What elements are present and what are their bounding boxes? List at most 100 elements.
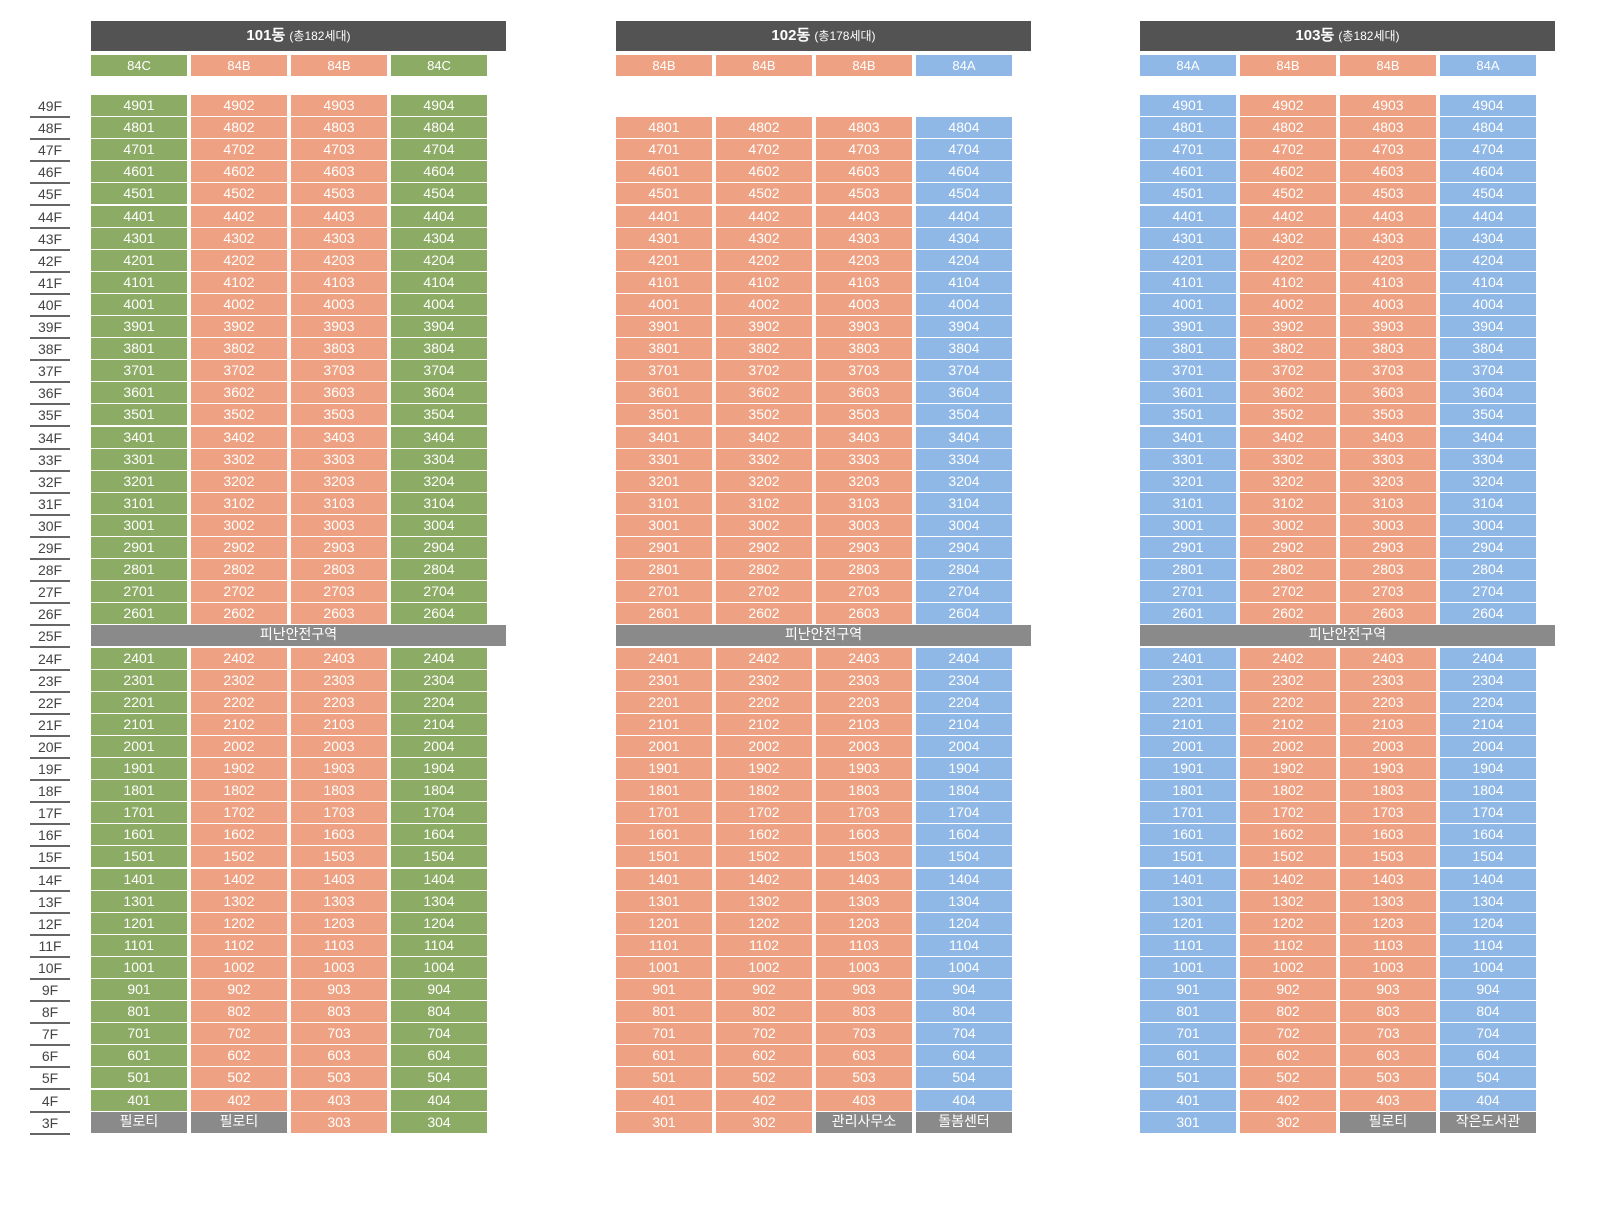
unit-cell: 4301 bbox=[91, 228, 187, 249]
unit-cell: 3803 bbox=[291, 338, 387, 359]
floor-label: 37F bbox=[30, 360, 70, 383]
unit-cell: 1504 bbox=[391, 846, 487, 867]
unit-cell: 2302 bbox=[191, 670, 287, 691]
unit-cell: 1202 bbox=[716, 913, 812, 934]
unit-cell: 801 bbox=[91, 1001, 187, 1022]
unit-cell: 904 bbox=[1440, 979, 1536, 1000]
unit-cell: 3304 bbox=[391, 449, 487, 470]
unit-cell: 1703 bbox=[816, 802, 912, 823]
unit-type-label: 84A bbox=[916, 55, 1012, 76]
refuge-zone: 피난안전구역 bbox=[1140, 625, 1555, 646]
facility-cell: 필로티 bbox=[191, 1112, 287, 1133]
unit-cell: 2101 bbox=[616, 714, 712, 735]
unit-cell: 4001 bbox=[616, 294, 712, 315]
unit-cell: 503 bbox=[816, 1067, 912, 1088]
unit-cell: 2202 bbox=[191, 692, 287, 713]
unit-cell: 4903 bbox=[291, 95, 387, 116]
unit-cell: 303 bbox=[291, 1112, 387, 1133]
unit-cell: 2003 bbox=[291, 736, 387, 757]
unit-cell: 2904 bbox=[391, 537, 487, 558]
unit-cell: 4501 bbox=[91, 183, 187, 204]
unit-cell: 501 bbox=[91, 1067, 187, 1088]
unit-cell: 1201 bbox=[91, 913, 187, 934]
unit-cell: 403 bbox=[1340, 1090, 1436, 1111]
floor-label: 17F bbox=[30, 802, 70, 825]
floor-label: 24F bbox=[30, 648, 70, 671]
unit-cell: 601 bbox=[616, 1045, 712, 1066]
unit-cell: 801 bbox=[1140, 1001, 1236, 1022]
unit-cell: 1003 bbox=[291, 957, 387, 978]
unit-cell: 3403 bbox=[291, 427, 387, 448]
floor-label: 26F bbox=[30, 603, 70, 626]
unit-cell: 702 bbox=[1240, 1023, 1336, 1044]
unit-cell: 3503 bbox=[291, 404, 387, 425]
unit-cell: 2602 bbox=[191, 603, 287, 624]
unit-cell: 1104 bbox=[1440, 935, 1536, 956]
unit-cell: 4304 bbox=[916, 228, 1012, 249]
unit-cell: 1604 bbox=[391, 824, 487, 845]
unit-type-label: 84C bbox=[91, 55, 187, 76]
unit-cell: 602 bbox=[191, 1045, 287, 1066]
unit-cell: 3004 bbox=[916, 515, 1012, 536]
unit-cell: 3203 bbox=[816, 471, 912, 492]
unit-cell: 2403 bbox=[816, 648, 912, 669]
unit-cell: 4404 bbox=[916, 206, 1012, 227]
unit-cell: 4403 bbox=[291, 206, 387, 227]
unit-cell: 1903 bbox=[291, 758, 387, 779]
unit-cell: 4201 bbox=[1140, 250, 1236, 271]
unit-cell: 3103 bbox=[291, 493, 387, 514]
unit-cell: 3601 bbox=[1140, 382, 1236, 403]
unit-cell: 3602 bbox=[191, 382, 287, 403]
floor-label: 48F bbox=[30, 117, 70, 140]
unit-cell: 3502 bbox=[191, 404, 287, 425]
unit-cell: 3704 bbox=[391, 360, 487, 381]
floor-label: 21F bbox=[30, 714, 70, 737]
unit-cell: 2404 bbox=[916, 648, 1012, 669]
unit-cell: 902 bbox=[716, 979, 812, 1000]
unit-cell: 3903 bbox=[816, 316, 912, 337]
unit-cell: 1503 bbox=[291, 846, 387, 867]
unit-cell: 1203 bbox=[291, 913, 387, 934]
unit-cell: 1002 bbox=[191, 957, 287, 978]
floor-label: 27F bbox=[30, 581, 70, 604]
unit-cell: 4001 bbox=[1140, 294, 1236, 315]
unit-cell: 2302 bbox=[1240, 670, 1336, 691]
unit-cell: 3301 bbox=[616, 449, 712, 470]
unit-cell: 2003 bbox=[816, 736, 912, 757]
unit-cell: 4904 bbox=[391, 95, 487, 116]
unit-cell: 4802 bbox=[1240, 117, 1336, 138]
unit-cell: 2201 bbox=[616, 692, 712, 713]
unit-cell: 2901 bbox=[616, 537, 712, 558]
unit-cell: 2304 bbox=[1440, 670, 1536, 691]
unit-cell: 3902 bbox=[716, 316, 812, 337]
unit-cell: 3204 bbox=[391, 471, 487, 492]
unit-cell: 2202 bbox=[716, 692, 812, 713]
unit-cell: 501 bbox=[616, 1067, 712, 1088]
unit-cell: 3702 bbox=[1240, 360, 1336, 381]
unit-cell: 4004 bbox=[916, 294, 1012, 315]
unit-cell: 401 bbox=[616, 1090, 712, 1111]
unit-cell: 4604 bbox=[1440, 161, 1536, 182]
unit-cell: 4201 bbox=[616, 250, 712, 271]
unit-cell: 2401 bbox=[1140, 648, 1236, 669]
unit-cell: 2303 bbox=[816, 670, 912, 691]
unit-cell: 4803 bbox=[291, 117, 387, 138]
unit-cell: 4803 bbox=[1340, 117, 1436, 138]
unit-cell: 302 bbox=[1240, 1112, 1336, 1133]
unit-cell: 904 bbox=[916, 979, 1012, 1000]
unit-cell: 4003 bbox=[1340, 294, 1436, 315]
unit-cell: 2602 bbox=[716, 603, 812, 624]
unit-cell: 3104 bbox=[391, 493, 487, 514]
unit-cell: 4803 bbox=[816, 117, 912, 138]
floor-label: 20F bbox=[30, 736, 70, 759]
unit-cell: 1602 bbox=[716, 824, 812, 845]
building-header: 101동 (총182세대) bbox=[91, 21, 506, 51]
floor-label: 15F bbox=[30, 846, 70, 869]
unit-cell: 1101 bbox=[91, 935, 187, 956]
floor-label: 11F bbox=[30, 935, 70, 958]
unit-cell: 2103 bbox=[1340, 714, 1436, 735]
unit-cell: 1902 bbox=[191, 758, 287, 779]
unit-cell: 3904 bbox=[1440, 316, 1536, 337]
unit-cell: 704 bbox=[391, 1023, 487, 1044]
unit-cell: 4802 bbox=[716, 117, 812, 138]
